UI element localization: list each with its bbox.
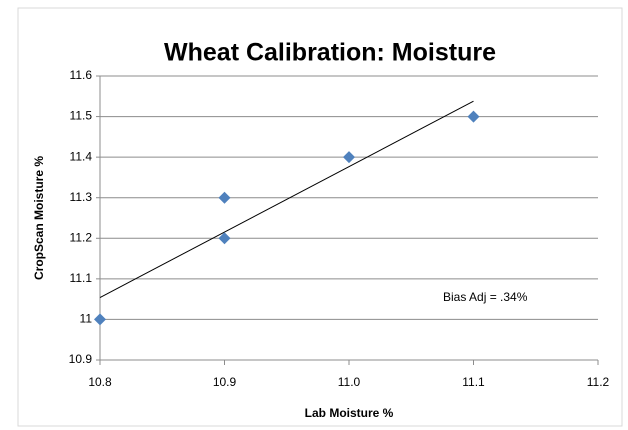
y-tick-label: 11.1 xyxy=(70,271,93,285)
chart-title: Wheat Calibration: Moisture xyxy=(164,39,496,67)
y-tick-label: 11.6 xyxy=(70,68,93,82)
y-tick-label: 11.2 xyxy=(70,230,93,244)
x-tick-label: 11.2 xyxy=(587,375,610,389)
marker xyxy=(467,110,480,123)
marker xyxy=(343,151,355,164)
annotation: Bias Adj = .34% xyxy=(443,290,528,304)
y-tick-label: 11.3 xyxy=(70,190,93,204)
trendline xyxy=(99,100,474,298)
y-axis-label: CropScan Moisture % xyxy=(32,156,46,280)
marker xyxy=(218,191,231,204)
chart-frame xyxy=(17,7,623,427)
y-tick-label: 11.4 xyxy=(70,149,93,163)
y-tick-label: 11 xyxy=(80,312,93,326)
marker xyxy=(218,232,231,245)
x-axis-label: Lab Moisture % xyxy=(305,406,394,420)
x-tick-label: 10.9 xyxy=(213,375,237,389)
y-tick-label: 11.5 xyxy=(70,109,93,123)
x-tick-label: 10.8 xyxy=(88,375,112,389)
x-tick-label: 11.0 xyxy=(338,375,361,389)
y-tick-label: 10.9 xyxy=(69,352,93,366)
x-tick-label: 11.1 xyxy=(462,375,485,389)
marker xyxy=(94,313,106,326)
